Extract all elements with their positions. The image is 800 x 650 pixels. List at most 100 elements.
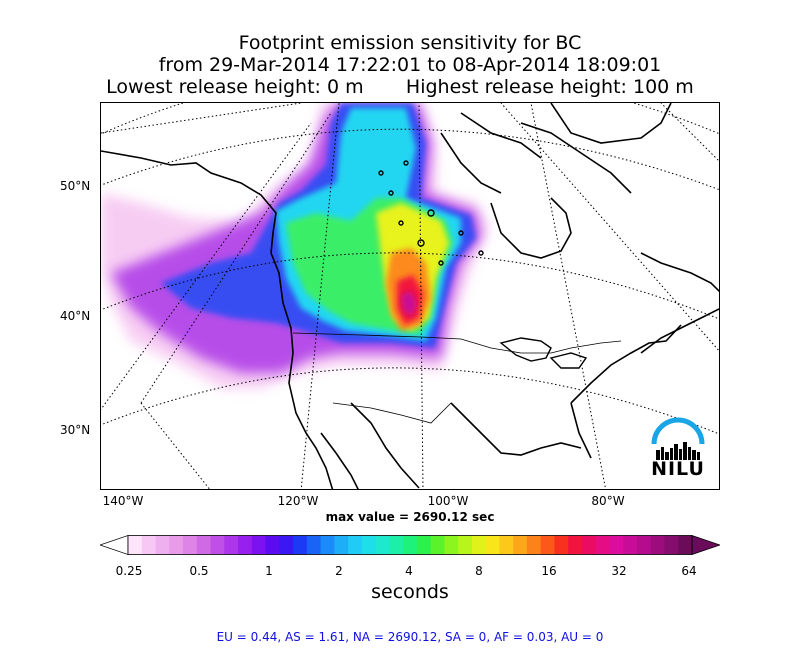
meridian-100w — [418, 103, 424, 489]
colorbar-swatch — [196, 535, 212, 555]
meridian-120w — [140, 112, 332, 489]
colorbar-swatch — [678, 535, 693, 555]
colorbar-swatch — [471, 535, 487, 555]
colorbar-swatch — [513, 535, 528, 555]
highest-release-height: Highest release height: 100 m — [405, 76, 694, 98]
lat-label-30n: 30°N — [60, 423, 91, 437]
coast-canada-east — [640, 308, 719, 354]
colorbar-swatch — [279, 535, 294, 555]
meridian-120w-b — [300, 103, 340, 489]
map-canvas — [101, 103, 719, 489]
coast-us-west — [288, 352, 334, 489]
colorbar-tick: 32 — [611, 564, 627, 578]
colorbar-swatch — [183, 535, 198, 555]
colorbar-tick: 64 — [681, 564, 697, 578]
colorbar-swatch — [403, 535, 418, 555]
map-title-line3: Lowest release height: 0 m Highest relea… — [0, 76, 800, 98]
colorbar-swatch — [375, 535, 390, 555]
lat-label-40n: 40°N — [60, 309, 91, 323]
coast-bc — [270, 252, 294, 354]
colorbar-swatch — [458, 535, 473, 555]
lake-10 — [378, 170, 384, 176]
meridian-60w — [500, 103, 719, 352]
colorbar-swatch — [444, 535, 459, 555]
border-us-canada — [292, 332, 551, 354]
coast-greenland — [550, 103, 672, 144]
colorbar-swatch — [554, 535, 569, 555]
colorbar-swatch — [224, 535, 239, 555]
map-title-line2: from 29-Mar-2014 17:22:01 to 08-Apr-2014… — [158, 54, 662, 76]
coast-baffin — [520, 122, 632, 194]
colorbar-tick: 8 — [475, 564, 483, 578]
colorbar-swatch — [348, 535, 363, 555]
lon-label-120w: 120°W — [277, 494, 319, 508]
lon-label-100w: 100°W — [427, 494, 469, 508]
coast-baja — [320, 432, 359, 489]
colorbar-tick: 0.5 — [189, 564, 209, 578]
colorbar-swatch — [155, 535, 170, 555]
lake-4 — [417, 239, 425, 247]
boundaries — [292, 332, 622, 424]
lake-8 — [427, 209, 435, 217]
colorbar-swatch — [540, 535, 556, 555]
colorbar-tick: 16 — [541, 564, 557, 578]
colorbar-tick: 0.25 — [115, 564, 143, 578]
coastlines — [101, 103, 719, 489]
colorbar-swatch — [238, 535, 253, 555]
colorbar-unit-label: seconds — [371, 581, 449, 603]
colorbar-swatch — [430, 535, 445, 555]
great-lakes — [499, 337, 552, 362]
colorbar-swatch — [128, 535, 143, 555]
colorbar-extend-max — [691, 534, 722, 556]
lon-label-80w: 80°W — [591, 494, 625, 508]
graticule — [101, 103, 719, 489]
colorbar-swatch — [169, 535, 184, 555]
lake-5 — [438, 260, 444, 266]
colorbar-swatch — [416, 535, 432, 555]
border-canada-east — [550, 340, 622, 354]
coast-arctic-1 — [440, 132, 502, 194]
meridian-160w — [101, 103, 302, 134]
footprint-plume — [101, 103, 489, 388]
coast-mexico-west — [350, 402, 420, 489]
max-value-label: max value = 2690.12 sec — [325, 510, 495, 524]
colorbar-swatch — [636, 535, 652, 555]
colorbar-swatch — [361, 535, 377, 555]
lon-label-140w: 140°W — [102, 494, 144, 508]
colorbar-swatch — [141, 535, 157, 555]
colorbar-swatch — [389, 535, 404, 555]
region-totals: EU = 0.44, AS = 1.61, NA = 2690.12, SA =… — [216, 630, 604, 644]
colorbar-svg — [98, 534, 722, 556]
map-title-line1: Footprint emission sensitivity for BC — [238, 32, 582, 54]
lake-6 — [458, 230, 464, 236]
lake-2 — [549, 352, 588, 369]
colorbar-swatch — [251, 535, 267, 555]
colorbar-swatch — [650, 535, 666, 555]
colorbar-tick: 4 — [405, 564, 413, 578]
meridian-40w — [660, 103, 719, 162]
colorbar-tick: 2 — [335, 564, 343, 578]
colorbar-frame — [127, 535, 693, 555]
coast-us-east — [570, 324, 682, 404]
meridian-140w — [101, 122, 312, 411]
parallel-30n — [101, 367, 719, 435]
colorbar-swatch — [320, 535, 335, 555]
colorbar-swatch — [664, 535, 679, 555]
meridian-80w — [530, 103, 607, 489]
colorbar-extend-min — [98, 534, 129, 556]
lat-label-50n: 50°N — [60, 179, 91, 193]
coast-florida — [570, 402, 592, 459]
lake-11 — [403, 160, 409, 166]
colorbar-swatch — [526, 535, 542, 555]
nilu-logo: NILU — [648, 414, 708, 484]
coast-arctic-2 — [460, 112, 542, 159]
coast-hudson-bay — [490, 197, 572, 259]
colorbar-swatch — [293, 535, 308, 555]
plume-magenta — [401, 291, 417, 315]
colorbar-swatch — [306, 535, 322, 555]
colorbar-swatch — [485, 535, 501, 555]
colorbar-swatch — [265, 535, 280, 555]
parallel-40n — [101, 252, 719, 320]
colorbar-swatch — [334, 535, 349, 555]
border-us-mexico — [332, 402, 452, 424]
